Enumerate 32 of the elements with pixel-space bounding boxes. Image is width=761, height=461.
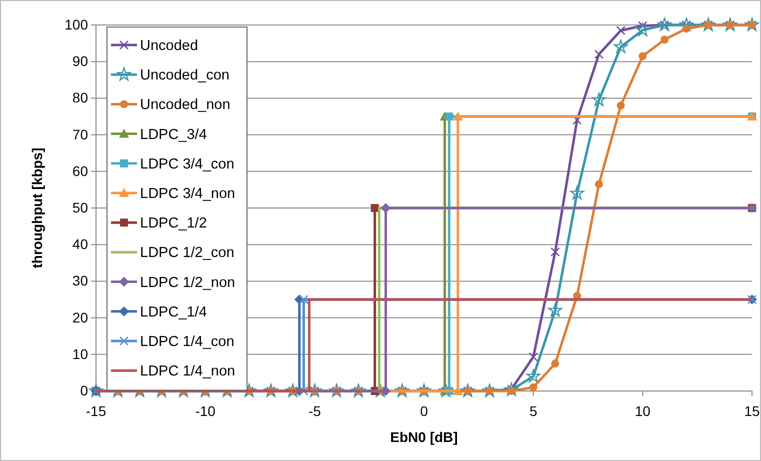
legend-label: Uncoded bbox=[140, 38, 198, 54]
legend-label: LDPC_1/2 bbox=[140, 216, 207, 232]
legend-label: Uncoded_con bbox=[140, 68, 230, 84]
legend-label: Uncoded_non bbox=[140, 97, 230, 114]
y-tick-label: 0 bbox=[80, 382, 88, 398]
y-tick-label: 10 bbox=[72, 346, 88, 362]
y-tick-label: 30 bbox=[72, 272, 88, 289]
legend-label: LDPC 3/4_con bbox=[140, 156, 234, 172]
y-tick-label: 20 bbox=[72, 309, 88, 326]
legend-label: LDPC_3/4 bbox=[140, 126, 207, 143]
legend-label: LDPC 1/2_non bbox=[140, 274, 236, 291]
x-tick-label: -5 bbox=[308, 402, 322, 419]
y-tick-label: 70 bbox=[72, 126, 88, 142]
x-tick-label: -10 bbox=[195, 402, 216, 419]
legend-label: LDPC 1/4_con bbox=[140, 334, 234, 350]
legend-label: LDPC 1/2_con bbox=[140, 245, 234, 262]
y-tick-label: 40 bbox=[72, 236, 88, 252]
y-tick-label: 60 bbox=[72, 162, 88, 179]
y-tick-label: 90 bbox=[72, 53, 88, 70]
legend-label: LDPC 3/4_non bbox=[140, 186, 236, 202]
x-axis-title: EbN0 [dB] bbox=[390, 429, 458, 445]
y-tick-label: 100 bbox=[64, 16, 88, 32]
x-tick-label: 15 bbox=[744, 402, 760, 419]
legend-label: LDPC_1/4 bbox=[140, 304, 207, 320]
y-axis-title: throughput [kbps] bbox=[29, 148, 45, 268]
legend-label: LDPC 1/4_non bbox=[140, 364, 236, 380]
x-tick-label: 0 bbox=[420, 402, 428, 419]
y-tick-label: 50 bbox=[72, 199, 88, 216]
x-tick-label: 5 bbox=[529, 402, 538, 419]
x-tick-label: -15 bbox=[86, 402, 106, 419]
y-tick-label: 80 bbox=[72, 90, 88, 106]
x-tick-label: 10 bbox=[634, 402, 651, 419]
